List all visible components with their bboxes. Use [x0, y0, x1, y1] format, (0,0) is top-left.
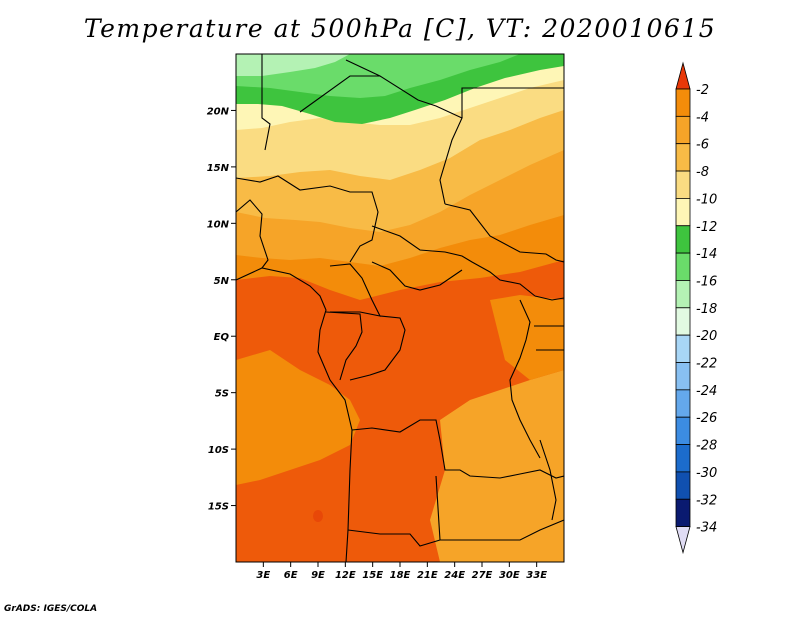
y-tick-label: 10N [207, 219, 230, 230]
colorbar-label: -20 [696, 329, 717, 344]
colorbar-label: -28 [696, 439, 717, 454]
x-axis: 3E 6E 9E 12E 15E 18E 21E 24E 27E 30E 33E [256, 562, 547, 581]
x-tick-label: 33E [526, 570, 547, 581]
x-tick-label: 3E [256, 570, 270, 581]
colorbar-segment [676, 335, 690, 362]
y-tick-label: EQ [214, 332, 230, 343]
colorbar-segment [676, 445, 690, 472]
colorbar-label: -24 [696, 384, 717, 399]
y-tick-label: 15N [207, 163, 230, 174]
colorbar-label: -10 [696, 192, 717, 207]
colorbar-segment [676, 499, 690, 526]
y-tick-label: 10S [208, 445, 229, 456]
colorbar-label: -2 [696, 83, 709, 98]
colorbar-segment [676, 280, 690, 307]
colorbar-segment [676, 171, 690, 198]
colorbar-segment [676, 116, 690, 143]
colorbar-label: -32 [696, 493, 717, 508]
colorbar-segment [676, 390, 690, 417]
colorbar-segment [676, 253, 690, 280]
x-tick-label: 12E [335, 570, 356, 581]
colorbar-segment [676, 198, 690, 225]
colorbar-label: -22 [696, 357, 717, 372]
y-tick-label: 20N [207, 106, 230, 117]
colorbar: -2 -4 -6 -8 -10 -12 -14 -16 -18 -20 -22 -24 -26 -28 -3… [676, 63, 717, 553]
x-tick-label: 9E [311, 570, 325, 581]
colorbar-segment [676, 417, 690, 444]
colorbar-segment [676, 472, 690, 499]
temperature-field [236, 54, 564, 562]
y-tick-label: 15S [208, 502, 229, 513]
x-tick-label: 18E [390, 570, 411, 581]
colorbar-segment [676, 89, 690, 116]
colorbar-label: -16 [696, 274, 717, 289]
colorbar-label: -18 [696, 302, 717, 317]
x-tick-label: 15E [362, 570, 383, 581]
colorbar-label: -14 [696, 247, 717, 262]
x-tick-label: 6E [284, 570, 298, 581]
colorbar-bottom-arrow [676, 527, 690, 553]
grads-credit: GrADS: IGES/COLA [4, 604, 97, 614]
colorbar-segment [676, 144, 690, 171]
colorbar-label: -34 [696, 521, 717, 536]
x-tick-label: 30E [499, 570, 520, 581]
colorbar-top-arrow [676, 63, 690, 89]
y-tick-label: 5S [215, 389, 229, 400]
colorbar-label: -6 [696, 138, 709, 153]
y-axis: 20N 15N 10N 5N EQ 5S 10S 15S [207, 106, 236, 512]
x-tick-label: 27E [472, 570, 493, 581]
colorbar-segment [676, 363, 690, 390]
x-tick-label: 24E [444, 570, 465, 581]
y-tick-label: 5N [214, 276, 230, 287]
colorbar-label: -12 [696, 220, 717, 235]
colorbar-label: -4 [696, 110, 709, 125]
colorbar-label: -26 [696, 411, 717, 426]
colorbar-label: -30 [696, 466, 717, 481]
x-tick-label: 21E [417, 570, 438, 581]
field-warm-spot [313, 510, 323, 522]
colorbar-segment [676, 308, 690, 335]
map-figure: 3E 6E 9E 12E 15E 18E 21E 24E 27E 30E 33E 20N 15N 10N… [0, 0, 800, 618]
colorbar-label: -8 [696, 165, 709, 180]
colorbar-segment [676, 226, 690, 253]
